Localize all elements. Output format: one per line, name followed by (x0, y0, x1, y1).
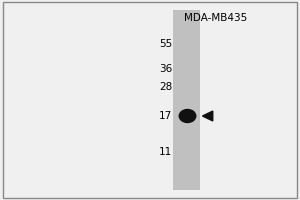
Text: 28: 28 (159, 82, 172, 92)
Bar (172, 10, 200, 190)
Text: MDA-MB435: MDA-MB435 (184, 13, 248, 23)
Polygon shape (202, 111, 213, 121)
Ellipse shape (179, 110, 196, 122)
Text: 55: 55 (159, 39, 172, 49)
Text: 36: 36 (159, 64, 172, 74)
Text: 17: 17 (159, 111, 172, 121)
Text: 11: 11 (159, 147, 172, 157)
